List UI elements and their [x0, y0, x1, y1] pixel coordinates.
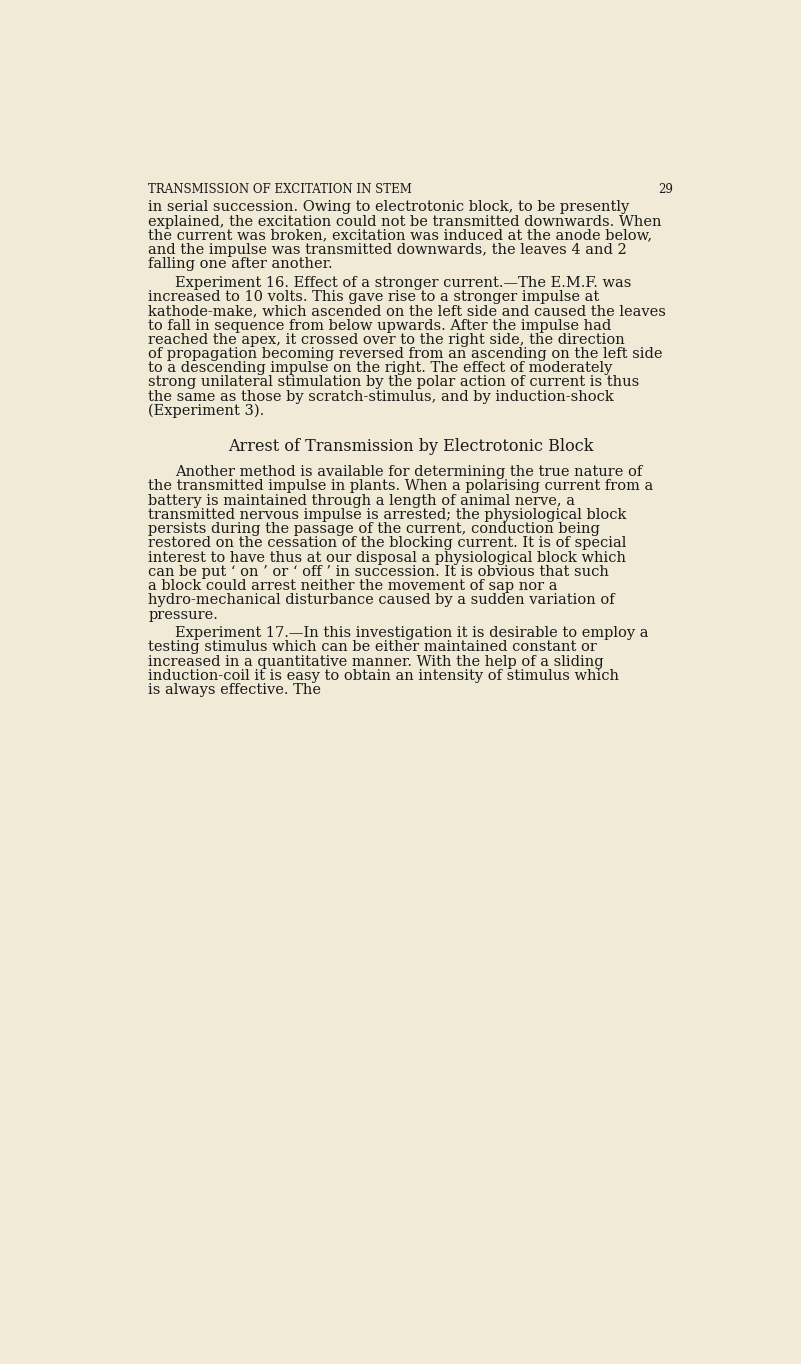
Text: increased to 10 volts. This gave rise to a stronger impulse at: increased to 10 volts. This gave rise to… [148, 291, 599, 304]
Text: induction-coil it is easy to obtain an intensity of stimulus which: induction-coil it is easy to obtain an i… [148, 668, 619, 683]
Text: and the impulse was transmitted downwards, the leaves 4 and 2: and the impulse was transmitted downward… [148, 243, 627, 256]
Text: the transmitted impulse in plants. When a polarising current from a: the transmitted impulse in plants. When … [148, 480, 654, 494]
Text: restored on the cessation of the blocking current. It is of special: restored on the cessation of the blockin… [148, 536, 626, 551]
Text: Another method is available for determining the true nature of: Another method is available for determin… [175, 465, 642, 479]
Text: falling one after another.: falling one after another. [148, 258, 332, 271]
Text: is always effective. The: is always effective. The [148, 683, 321, 697]
Text: explained, the excitation could not be transmitted downwards. When: explained, the excitation could not be t… [148, 214, 662, 229]
Text: TRANSMISSION OF EXCITATION IN STEM: TRANSMISSION OF EXCITATION IN STEM [148, 183, 412, 196]
Text: increased in a quantitative manner. With the help of a sliding: increased in a quantitative manner. With… [148, 655, 604, 668]
Text: (Experiment 3).: (Experiment 3). [148, 404, 264, 417]
Text: a block could arrest neither the movement of sap nor a: a block could arrest neither the movemen… [148, 580, 557, 593]
Text: to fall in sequence from below upwards. After the impulse had: to fall in sequence from below upwards. … [148, 319, 611, 333]
Text: the same as those by scratch-stimulus, and by induction-shock: the same as those by scratch-stimulus, a… [148, 390, 614, 404]
Text: transmitted nervous impulse is arrested; the physiological block: transmitted nervous impulse is arrested;… [148, 507, 626, 522]
Text: Experiment 16. Effect of a stronger current.—The E.M.F. was: Experiment 16. Effect of a stronger curr… [175, 276, 632, 289]
Text: Experiment 17.—In this investigation it is desirable to employ a: Experiment 17.—In this investigation it … [175, 626, 649, 640]
Text: the current was broken, excitation was induced at the anode below,: the current was broken, excitation was i… [148, 229, 652, 243]
Text: pressure.: pressure. [148, 608, 218, 622]
Text: can be put ‘ on ’ or ‘ off ’ in succession. It is obvious that such: can be put ‘ on ’ or ‘ off ’ in successi… [148, 565, 609, 578]
Text: to a descending impulse on the right. The effect of moderately: to a descending impulse on the right. Th… [148, 361, 613, 375]
Text: kathode-make, which ascended on the left side and caused the leaves: kathode-make, which ascended on the left… [148, 304, 666, 318]
Text: testing stimulus which can be either maintained constant or: testing stimulus which can be either mai… [148, 641, 597, 655]
Text: interest to have thus at our disposal a physiological block which: interest to have thus at our disposal a … [148, 551, 626, 565]
Text: persists during the passage of the current, conduction being: persists during the passage of the curre… [148, 522, 600, 536]
Text: strong unilateral stimulation by the polar action of current is thus: strong unilateral stimulation by the pol… [148, 375, 639, 390]
Text: battery is maintained through a length of animal nerve, a: battery is maintained through a length o… [148, 494, 575, 507]
Text: reached the apex, it crossed over to the right side, the direction: reached the apex, it crossed over to the… [148, 333, 625, 346]
Text: of propagation becoming reversed from an ascending on the left side: of propagation becoming reversed from an… [148, 346, 662, 361]
Text: Arrest of Transmission by Electrotonic Block: Arrest of Transmission by Electrotonic B… [227, 438, 594, 454]
Text: hydro-mechanical disturbance caused by a sudden variation of: hydro-mechanical disturbance caused by a… [148, 593, 615, 607]
Text: in serial succession. Owing to electrotonic block, to be presently: in serial succession. Owing to electroto… [148, 201, 630, 214]
Text: 29: 29 [658, 183, 673, 196]
